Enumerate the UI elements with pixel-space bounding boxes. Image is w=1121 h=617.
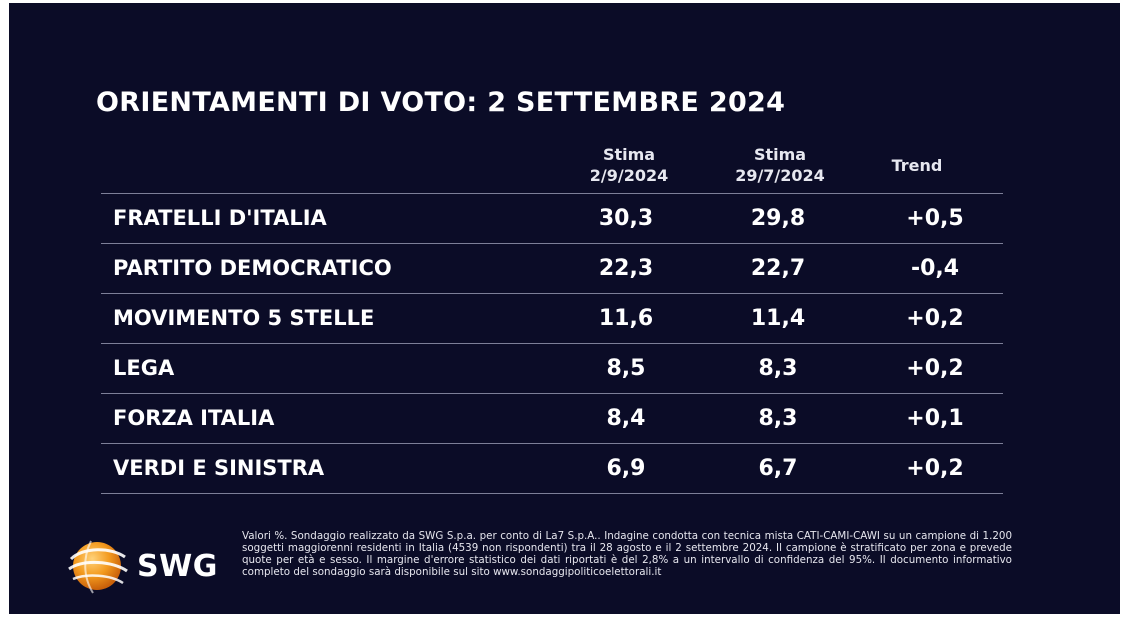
column-header-trend: Trend [882,155,952,176]
value-trend: +0,2 [906,356,964,381]
table-row: PARTITO DEMOCRATICO 22,3 22,7 -0,4 [101,244,1003,294]
chart-title: ORIENTAMENTI DI VOTO: 2 SETTEMBRE 2024 [96,87,786,118]
value-trend: +0,2 [906,306,964,331]
column-header-current-line1: Stima [602,145,656,164]
party-name: MOVIMENTO 5 STELLE [113,306,375,330]
value-previous: 11,4 [750,306,806,331]
party-name: FRATELLI D'ITALIA [113,206,327,230]
swg-logo-text: SWG [137,549,218,584]
value-trend: +0,1 [906,406,964,431]
methodology-note: Valori %. Sondaggio realizzato da SWG S.… [242,530,1012,578]
table-row: FRATELLI D'ITALIA 30,3 29,8 +0,5 [101,194,1003,244]
value-trend: +0,5 [906,206,964,231]
poll-slide: ORIENTAMENTI DI VOTO: 2 SETTEMBRE 2024 S… [9,3,1120,614]
column-header-previous-line1: Stima [753,145,807,164]
value-previous: 8,3 [758,356,798,381]
party-name: VERDI E SINISTRA [113,456,325,480]
value-trend: +0,2 [906,456,964,481]
value-current: 11,6 [598,306,654,331]
value-current: 8,5 [606,356,646,381]
value-current: 22,3 [598,256,654,281]
value-current: 30,3 [598,206,654,231]
value-current: 6,9 [606,456,646,481]
party-name: LEGA [113,356,175,380]
value-previous: 22,7 [750,256,806,281]
column-header-previous: Stima 29/7/2024 [715,144,845,186]
column-header-previous-line2: 29/7/2024 [735,166,825,185]
column-header-trend-label: Trend [891,156,943,175]
party-name: FORZA ITALIA [113,406,275,430]
table-row: FORZA ITALIA 8,4 8,3 +0,1 [101,394,1003,444]
column-header-current-line2: 2/9/2024 [589,166,669,185]
table-top-rule [101,193,1003,194]
table-row: VERDI E SINISTRA 6,9 6,7 +0,2 [101,444,1003,494]
value-trend: -0,4 [910,256,960,281]
value-previous: 8,3 [758,406,798,431]
value-previous: 6,7 [758,456,798,481]
swg-globe-logo-icon [68,540,128,594]
party-name: PARTITO DEMOCRATICO [113,256,392,280]
value-current: 8,4 [606,406,646,431]
column-header-current: Stima 2/9/2024 [569,144,689,186]
poll-table: FRATELLI D'ITALIA 30,3 29,8 +0,5 PARTITO… [101,193,1003,494]
value-previous: 29,8 [750,206,806,231]
table-row: MOVIMENTO 5 STELLE 11,6 11,4 +0,2 [101,294,1003,344]
table-row: LEGA 8,5 8,3 +0,2 [101,344,1003,394]
